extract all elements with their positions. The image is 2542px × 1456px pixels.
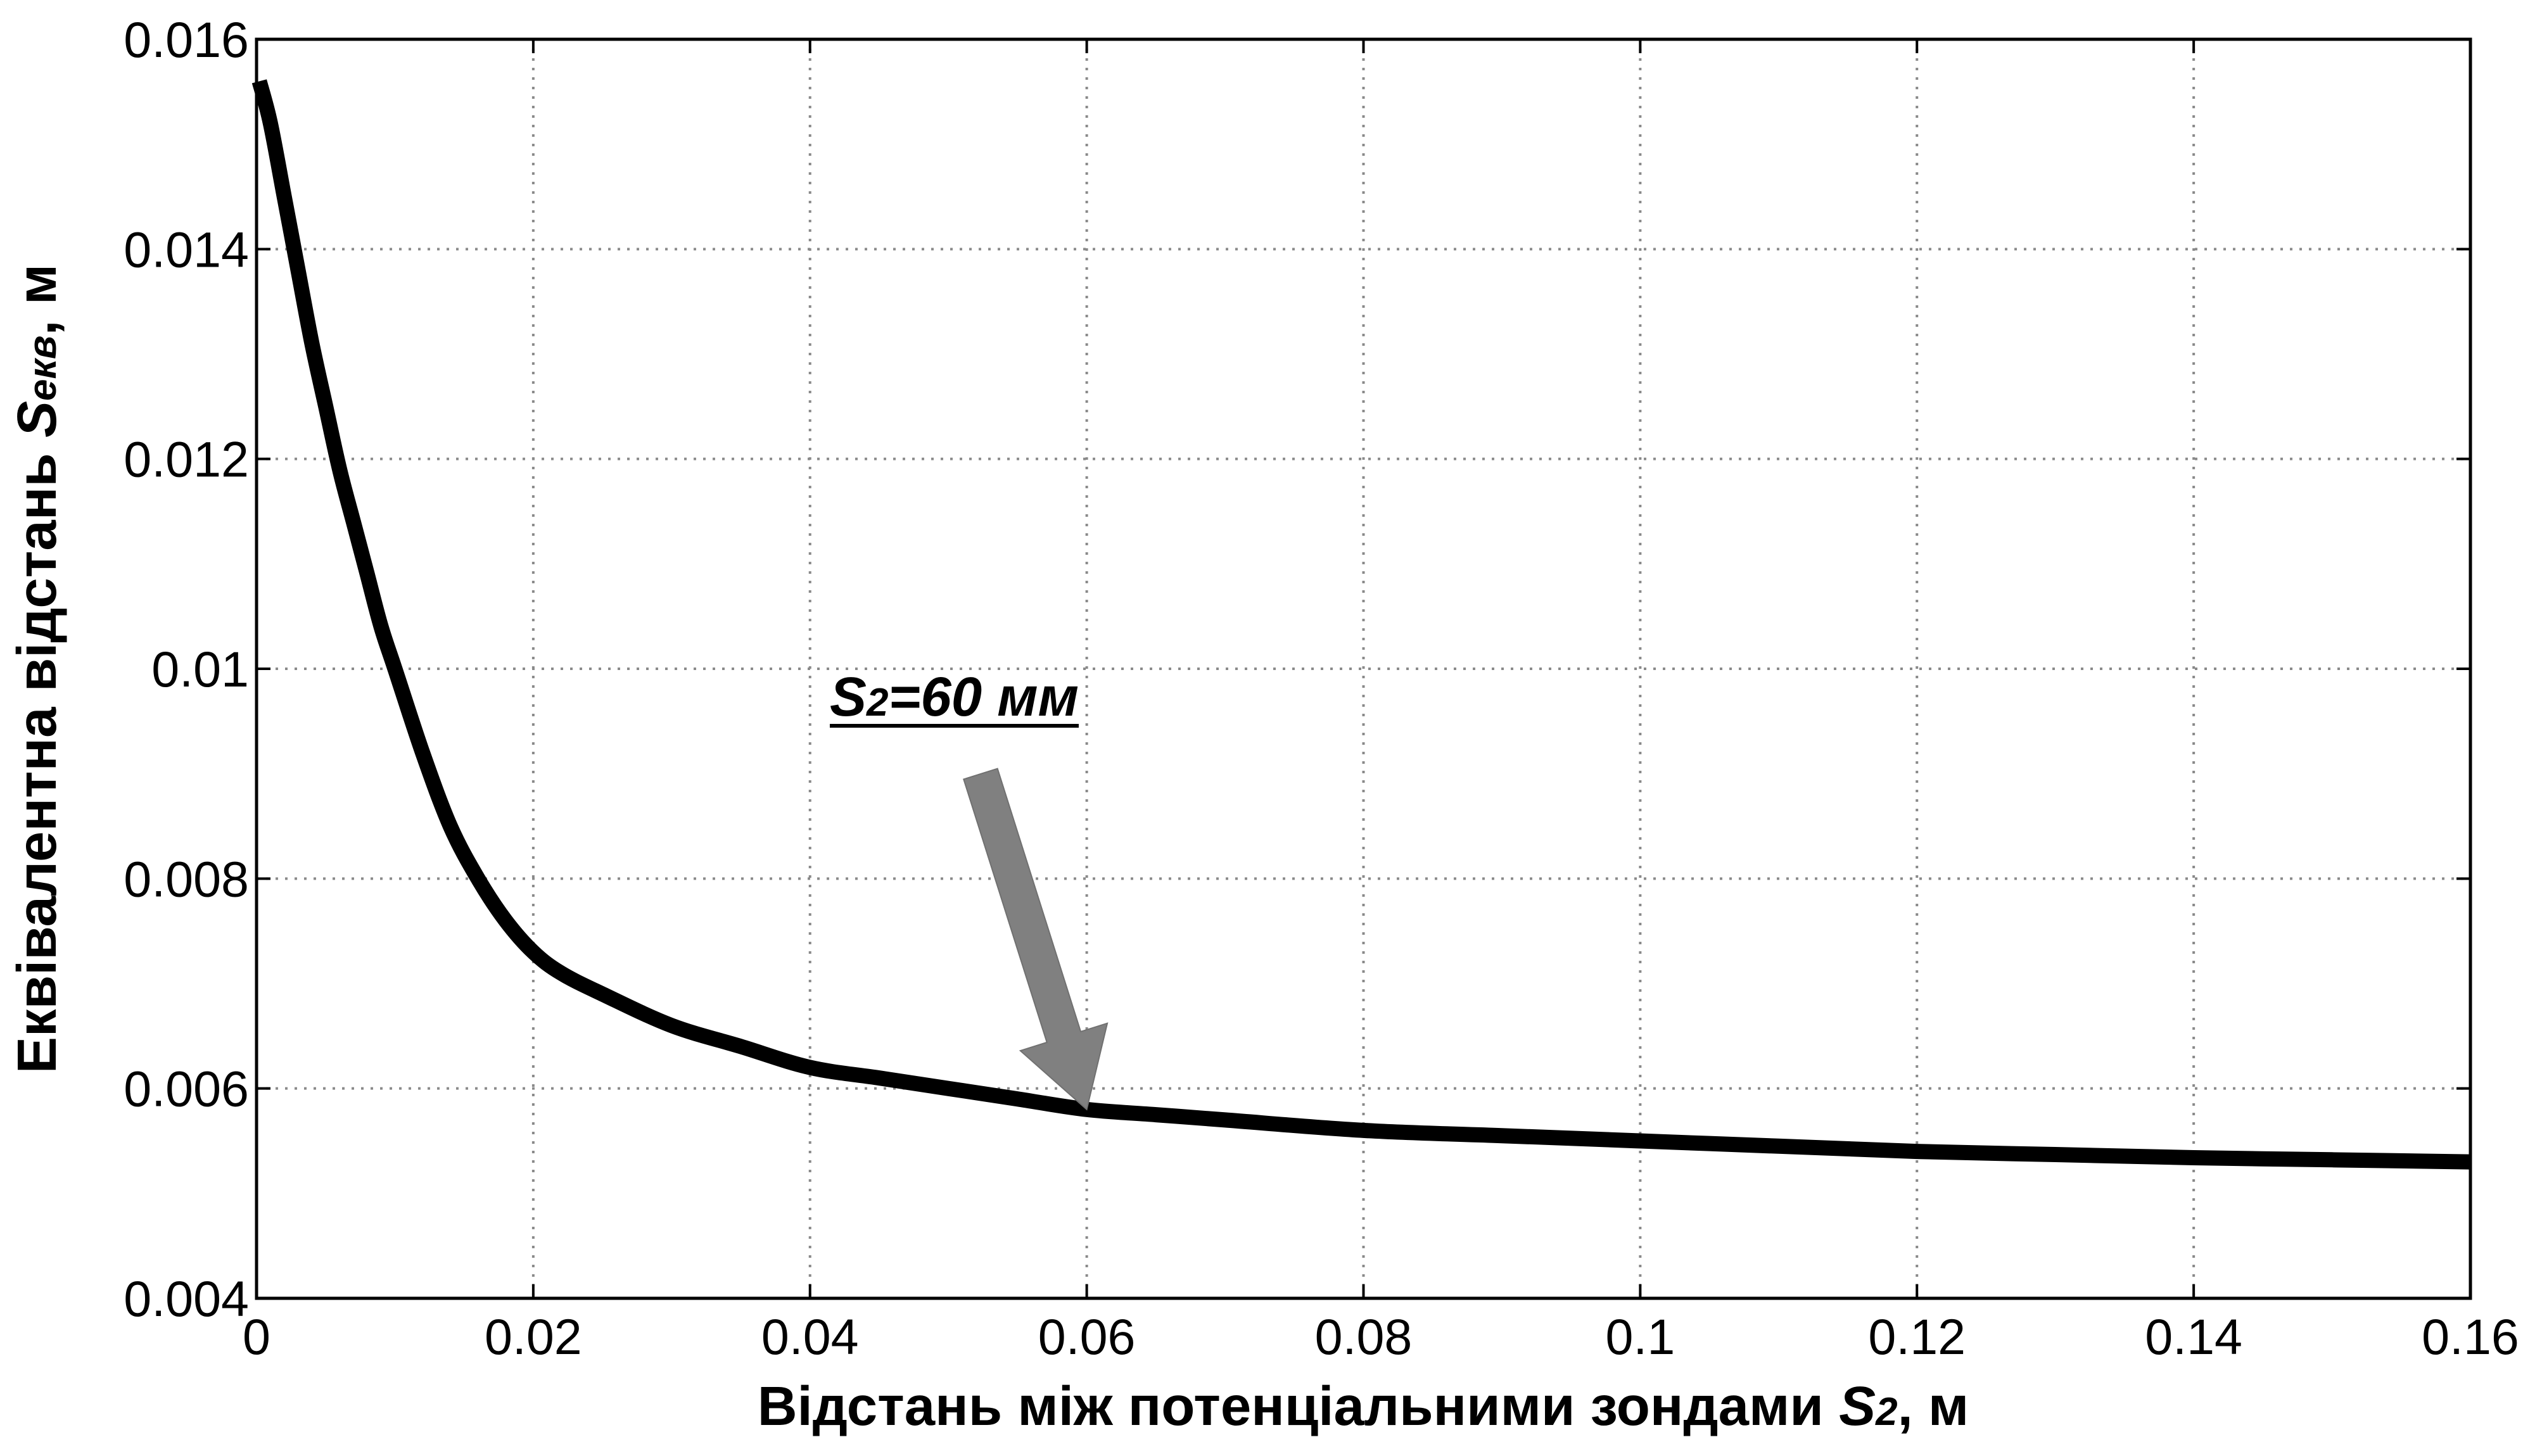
y-tick-label: 0.006: [124, 1061, 249, 1117]
x-axis-label-unit: , м: [1898, 1376, 1969, 1437]
arrow-icon: [963, 768, 1109, 1111]
y-tick-label: 0.01: [151, 641, 249, 697]
x-tick-label: 0.06: [1038, 1308, 1136, 1365]
x-axis-label-subscript: 2: [1875, 1390, 1897, 1434]
x-tick-label: 0: [243, 1308, 270, 1365]
y-tick-label: 0.012: [124, 431, 249, 488]
annotation-value: =60 мм: [889, 666, 1079, 728]
x-axis-label-symbol: S: [1839, 1376, 1876, 1437]
y-tick-label: 0.016: [124, 11, 249, 68]
series-line: [251, 79, 2471, 1170]
ticks: 0 0.02 0.04 0.06 0.08 0.1 0.12 0.14 0.16 0.004 0.0…: [124, 11, 2519, 1365]
annotation: S2=60 мм: [830, 666, 1109, 1111]
x-axis-label: Відстань між потенціальними зондами S2, …: [758, 1376, 1969, 1437]
y-axis-label: Еквівалентна відстань Sекв, м: [6, 264, 68, 1073]
y-tick-label: 0.014: [124, 221, 249, 277]
grid: [257, 39, 2470, 1298]
y-tick-label: 0.008: [124, 851, 249, 907]
y-axis-label-symbol: S: [6, 401, 68, 438]
annotation-subscript: 2: [866, 681, 888, 725]
series-layer: [251, 79, 2471, 1170]
x-tick-label: 0.1: [1605, 1308, 1675, 1365]
annotation-label: S2=60 мм: [830, 666, 1079, 728]
x-tick-label: 0.04: [761, 1308, 859, 1365]
annotation-symbol: S: [830, 666, 867, 728]
x-tick-label: 0.02: [485, 1308, 582, 1365]
x-tick-label: 0.12: [1868, 1308, 1966, 1365]
y-axis-label-unit: , м: [6, 264, 68, 336]
y-axis-label-main: Еквівалентна відстань: [6, 438, 68, 1073]
x-tick-label: 0.16: [2422, 1308, 2519, 1365]
x-tick-label: 0.08: [1315, 1308, 1413, 1365]
y-tick-label: 0.004: [124, 1270, 249, 1327]
x-axis-label-main: Відстань між потенціальними зондами: [758, 1376, 1839, 1437]
x-tick-label: 0.14: [2145, 1308, 2242, 1365]
y-axis-label-subscript: екв: [21, 336, 65, 401]
